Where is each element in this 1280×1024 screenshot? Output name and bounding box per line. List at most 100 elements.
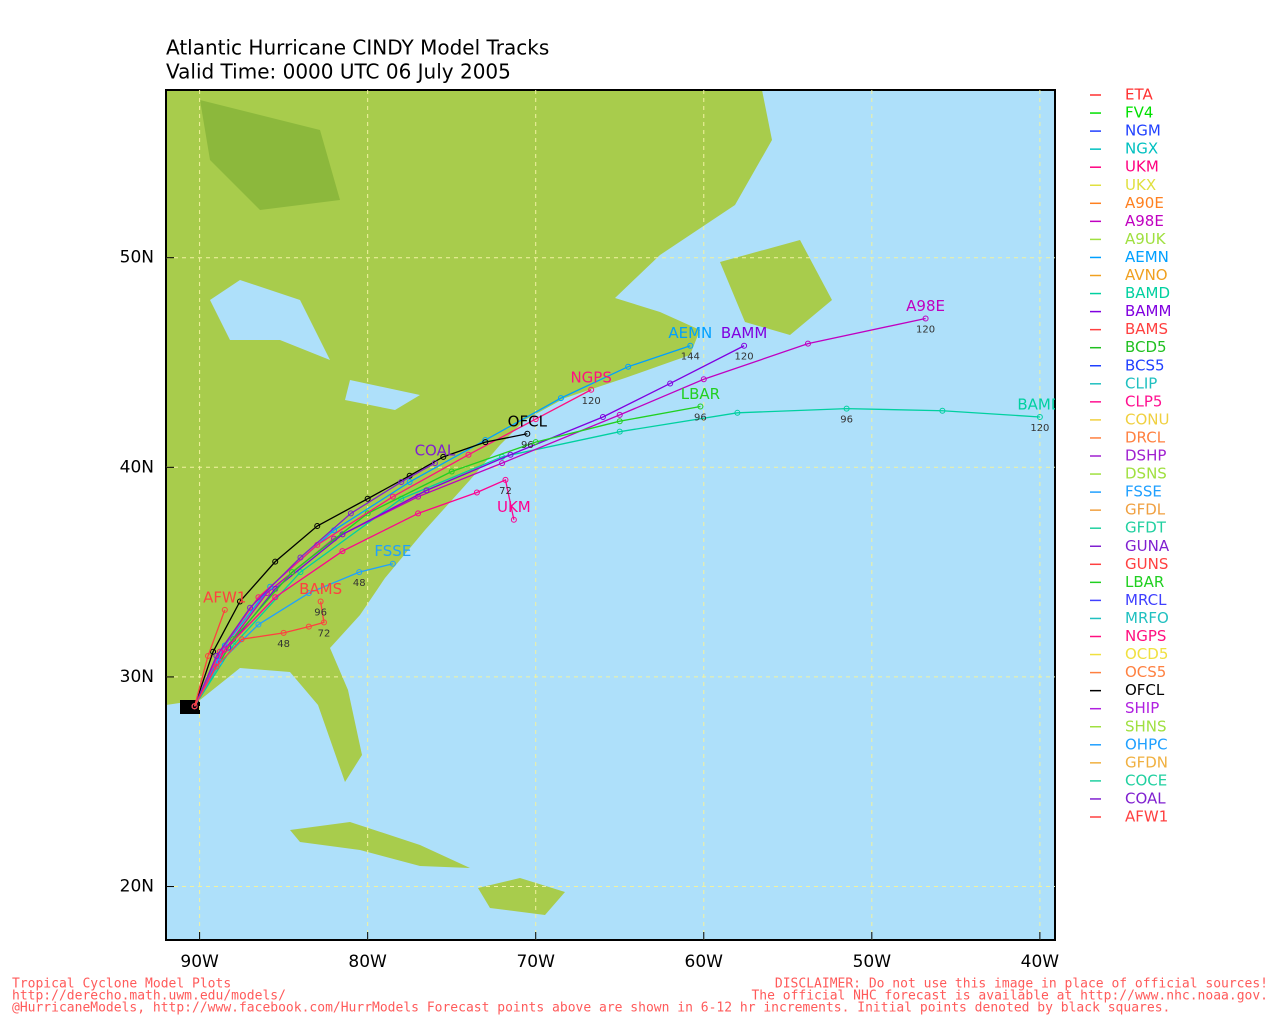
track-point: [364, 495, 371, 502]
track-label: COAL: [415, 442, 456, 460]
track-point: [305, 623, 312, 630]
great-lakes: [345, 380, 420, 410]
track-point: [210, 648, 217, 655]
legend-label: NGM: [1125, 122, 1161, 140]
track-point: [532, 416, 539, 423]
legend-label: AEMN: [1125, 248, 1169, 266]
forecast-hour: 120: [582, 396, 601, 407]
track-point: [305, 590, 312, 597]
x-tick-label: 70W: [516, 952, 555, 972]
x-tick-label: 90W: [180, 952, 219, 972]
track-point: [389, 493, 396, 500]
legend-label: SHNS: [1125, 717, 1167, 735]
track-line: [193, 317, 926, 707]
legend-label: UKM: [1125, 158, 1159, 176]
track-point: [499, 460, 506, 467]
track-point: [697, 403, 704, 410]
forecast-hour: 96: [694, 413, 707, 424]
track-point: [289, 569, 296, 576]
track-point: [741, 342, 748, 349]
y-tick-label: 30N: [120, 667, 154, 687]
legend-label: AFW1: [1125, 808, 1168, 826]
legend-label: BAMM: [1125, 302, 1171, 320]
track-point: [272, 594, 279, 601]
forecast-hour: 120: [916, 324, 935, 335]
legend-label: UKX: [1125, 176, 1156, 194]
legend-label: A98E: [1125, 212, 1164, 230]
track-label: AEMN: [668, 324, 712, 342]
track-point: [221, 606, 228, 613]
track-point: [213, 652, 220, 659]
track-point: [423, 487, 430, 494]
track-label: A98E: [906, 297, 945, 315]
land: [166, 90, 772, 782]
track-line: [194, 563, 394, 707]
track-point: [939, 407, 946, 414]
track-point: [389, 560, 396, 567]
legend-label: CONU: [1125, 410, 1169, 428]
x-tick-label: 40W: [1021, 952, 1060, 972]
track-point: [347, 510, 354, 517]
track-point: [524, 430, 531, 437]
track-label: BAMD: [1017, 396, 1062, 414]
legend-label: OHPC: [1125, 735, 1168, 753]
forecast-hour: 120: [735, 352, 754, 363]
x-tick-label: 80W: [348, 952, 387, 972]
track-point: [280, 629, 287, 636]
legend-label: CLIP: [1125, 374, 1157, 392]
legend-label: GFDL: [1125, 501, 1166, 519]
track-point: [272, 558, 279, 565]
legend-label: MRCL: [1125, 591, 1167, 609]
y-tick-label: 40N: [120, 457, 154, 477]
track-point: [804, 340, 811, 347]
track-point: [191, 703, 198, 710]
track-point: [364, 510, 371, 517]
legend-label: GFDT: [1125, 519, 1167, 537]
newfoundland: [720, 240, 832, 335]
legend-label: OFCL: [1125, 681, 1165, 699]
track-point: [339, 548, 346, 555]
forecast-hour: 72: [318, 628, 331, 639]
legend-label: DSHP: [1125, 447, 1166, 465]
legend-label: COCE: [1125, 771, 1167, 789]
legend-label: OCS5: [1125, 663, 1166, 681]
footer-right: DISCLAIMER: Do not use this image in pla…: [775, 977, 1268, 992]
track-point: [406, 478, 413, 485]
track-point: [922, 315, 929, 322]
footer-left: @HurricaneModels, http://www.facebook.co…: [12, 1001, 1170, 1016]
footer-right: The official NHC forecast is available a…: [751, 989, 1268, 1004]
legend-label: FSSE: [1125, 483, 1162, 501]
track-point: [588, 386, 595, 393]
legend-label: NGPS: [1125, 627, 1166, 645]
forecast-hour: 48: [277, 639, 290, 650]
track-label: BAMM: [721, 324, 767, 342]
track-point: [247, 604, 254, 611]
forecast-hour: 96: [521, 440, 534, 451]
legend-label: A90E: [1125, 194, 1164, 212]
track-point: [599, 414, 606, 421]
track-label: NGPS: [570, 368, 611, 386]
subtitle: Valid Time: 0000 UTC 06 July 2005: [166, 60, 511, 84]
legend-label: FV4: [1125, 104, 1153, 122]
forecast-hour: 144: [681, 352, 700, 363]
legend-label: COAL: [1125, 789, 1166, 807]
track-point: [625, 363, 632, 370]
track-point: [734, 409, 741, 416]
overlay: 96 120 BAMD 120 A98E 120 BAMM 144 AEMN 96 LBAR 120 N…: [166, 90, 1062, 940]
y-tick-label: 50N: [120, 248, 154, 268]
track-point: [502, 476, 509, 483]
track-line: [193, 609, 226, 707]
track-point: [616, 428, 623, 435]
track-line: [193, 433, 528, 707]
legend-label: BAMS: [1125, 320, 1168, 338]
track-point: [482, 439, 489, 446]
track-point: [216, 648, 223, 655]
track-point: [700, 376, 707, 383]
track-point: [255, 621, 262, 628]
track-point: [267, 583, 274, 590]
track-point: [440, 453, 447, 460]
track-point: [687, 342, 694, 349]
legend-label: LBAR: [1125, 573, 1164, 591]
track-point: [213, 663, 220, 670]
